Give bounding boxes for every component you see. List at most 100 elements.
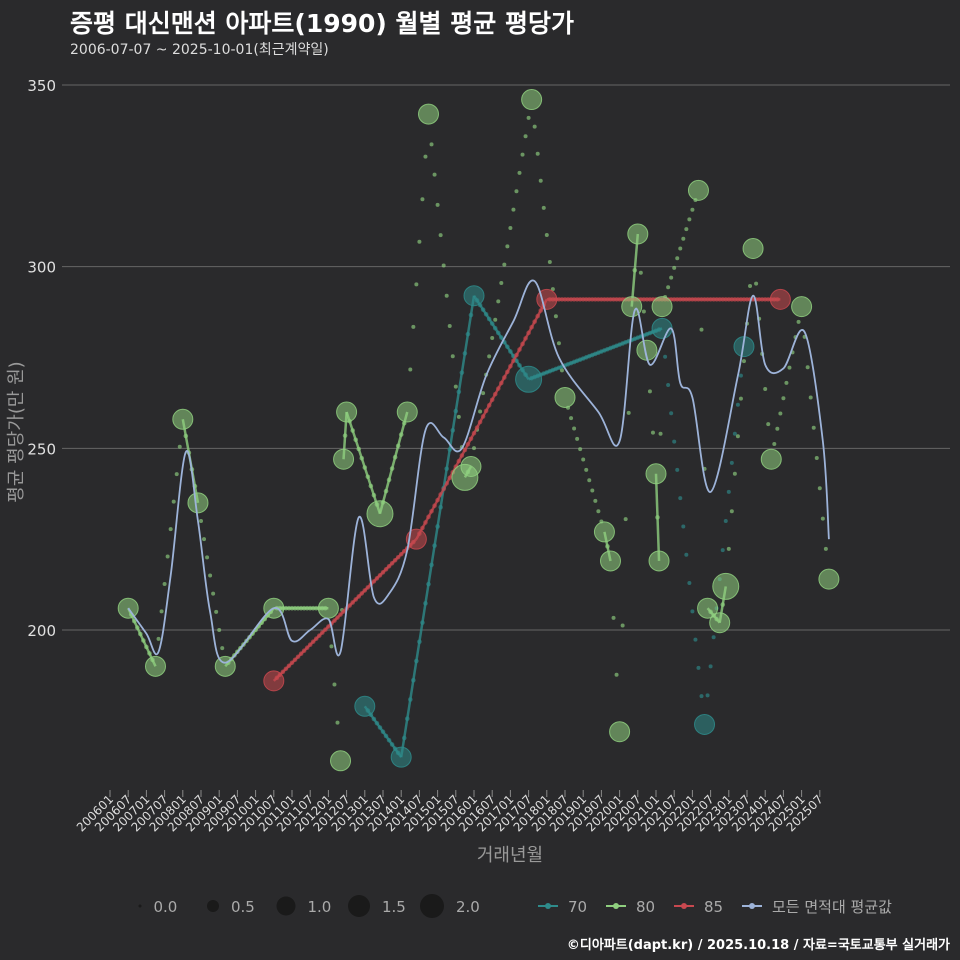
series-80-dot	[499, 281, 504, 286]
series-80-dot	[481, 391, 486, 396]
series-80-dot	[658, 431, 663, 436]
series-80-point	[460, 456, 482, 477]
series-80-point	[554, 386, 576, 408]
series-80-dot	[620, 623, 625, 628]
series-80-point	[648, 550, 670, 572]
series-80-point	[609, 721, 631, 743]
series-80-dot	[796, 319, 801, 324]
series-80-dot	[544, 232, 549, 237]
legend-size-label: 0.5	[231, 898, 255, 916]
series-80-point	[627, 223, 649, 245]
series-80-dot	[490, 336, 495, 341]
series-70-dot	[678, 496, 683, 501]
x-axis-ticks: 2006012006072007012007072008012008072009…	[74, 790, 826, 835]
series-lines	[127, 233, 781, 758]
legend-size-swatch	[207, 900, 219, 912]
series-80-dot	[699, 327, 704, 332]
series-80-dot	[335, 720, 340, 725]
series-85-point	[263, 670, 285, 692]
series-80-dot	[814, 456, 819, 461]
series-80-dot	[511, 207, 516, 212]
series-80-dot	[784, 380, 789, 385]
series-70-dot	[705, 693, 710, 698]
y-tick-label: 200	[27, 622, 56, 640]
series-70-dot	[729, 460, 734, 465]
series-80-dot	[541, 205, 546, 210]
series-80-point	[645, 463, 667, 485]
series-80-point	[333, 448, 355, 470]
series-80-dot	[559, 368, 564, 373]
series-80-dot	[575, 436, 580, 441]
series-80-dot	[547, 260, 552, 265]
series-85-point	[405, 528, 427, 550]
series-80-dot	[754, 281, 759, 286]
series-80-dot	[508, 225, 513, 230]
series-80-dot	[502, 262, 507, 267]
series-80-dot	[414, 282, 419, 287]
series-80-dot	[417, 239, 422, 244]
series-80-point	[330, 750, 352, 772]
series-80-dot	[517, 170, 522, 175]
series-70-dot	[738, 373, 743, 378]
series-70-segment	[399, 295, 476, 758]
series-70-dot	[666, 383, 671, 388]
series-80-dot	[211, 591, 216, 596]
series-80-dot	[487, 354, 492, 359]
legend-label-80: 80	[636, 898, 655, 916]
gridlines	[62, 84, 950, 631]
series-80-dot	[329, 644, 334, 649]
legend-size-swatch	[420, 894, 444, 918]
series-80-dot	[626, 410, 631, 415]
series-80-point	[712, 572, 740, 600]
series-80-dot	[447, 324, 452, 329]
legend-size-swatch	[276, 896, 296, 916]
series-80-dot	[732, 471, 737, 476]
x-axis-label: 거래년월	[477, 845, 543, 866]
series-80-point	[187, 492, 209, 514]
series-80-dot	[763, 386, 768, 391]
series-80-dot	[738, 396, 743, 401]
series-70-dot	[687, 581, 692, 586]
legend-key-dot	[681, 903, 687, 909]
series-80-dot	[168, 527, 173, 532]
series-80-dot	[623, 517, 628, 522]
series-80-dot	[202, 537, 207, 542]
series-70-dot	[684, 552, 689, 557]
series-80-dot	[493, 317, 498, 322]
series-80-segment	[630, 233, 640, 307]
series-80-dot	[450, 354, 455, 359]
series-70-point	[354, 695, 376, 717]
series-80-dot	[787, 365, 792, 370]
series-80-dot	[572, 426, 577, 431]
series-80-dot	[429, 142, 434, 147]
chart-title: 증평 대신맨션 아파트(1990) 월별 평균 평당가	[70, 9, 574, 38]
series-85-segment	[415, 298, 548, 540]
series-80-point	[621, 296, 643, 318]
series-80-dot	[638, 270, 643, 275]
series-80-point	[742, 238, 764, 259]
legend-size-swatch	[348, 895, 370, 917]
series-80-dot	[578, 447, 583, 452]
series-80-dot	[581, 457, 586, 462]
series-80-point	[818, 568, 840, 590]
series-80-dot	[523, 134, 528, 139]
legend-label-70: 70	[568, 898, 587, 916]
series-70-point	[390, 746, 412, 768]
series-80-dot	[432, 172, 437, 177]
series-80-point	[651, 296, 673, 318]
y-tick-label: 250	[27, 440, 56, 458]
series-80-point	[145, 655, 166, 677]
series-80-dot	[505, 244, 510, 249]
series-80-dot	[681, 236, 686, 241]
source-caption: ©디아파트(dapt.kr) / 2025.10.18 / 자료=국토교통부 실…	[566, 938, 950, 953]
series-70-point	[694, 713, 716, 735]
series-70-dot	[708, 664, 713, 669]
series-80-dot	[596, 509, 601, 514]
series-80-dot	[472, 446, 476, 451]
series-80-dot	[496, 299, 501, 304]
series-80-dot	[823, 546, 828, 551]
series-80-dot	[553, 314, 558, 319]
legend: 0.0 0.5 1.0 1.5 2.0 70 80 85 모든 면적대 평균값	[138, 894, 892, 918]
series-80-point	[172, 408, 194, 430]
